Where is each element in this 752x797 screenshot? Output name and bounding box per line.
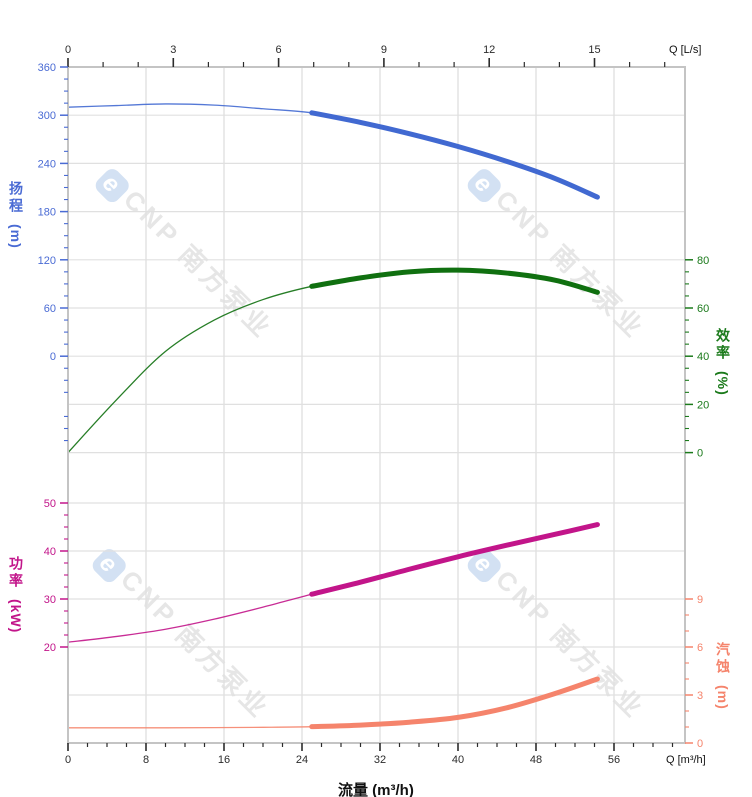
svg-text:0: 0	[697, 738, 703, 750]
svg-text:20: 20	[697, 399, 709, 411]
power-axis-title: 功率(kW)	[8, 556, 24, 634]
svg-text:300: 300	[38, 110, 56, 122]
svg-text:12: 12	[483, 44, 495, 56]
power-axis: 50 40 30 20	[44, 498, 68, 654]
svg-text:40: 40	[44, 546, 56, 558]
svg-text:9: 9	[381, 44, 387, 56]
svg-text:0: 0	[697, 448, 703, 460]
svg-text:8: 8	[143, 754, 149, 766]
svg-text:56: 56	[608, 754, 620, 766]
svg-text:0: 0	[65, 754, 71, 766]
svg-text:0: 0	[65, 44, 71, 56]
flow-axis-title: 流量 (m³/h)	[338, 782, 414, 797]
svg-text:Q [m³/h]: Q [m³/h]	[666, 754, 706, 766]
npsh-axis-title: 汽蚀(m)	[715, 642, 731, 710]
head-axis: 360 300 240 180 120 60 0	[38, 62, 68, 442]
svg-text:80: 80	[697, 255, 709, 267]
svg-text:24: 24	[296, 754, 308, 766]
power-curve	[67, 522, 600, 643]
svg-text:50: 50	[44, 498, 56, 510]
head-axis-title: 扬程(m)	[8, 181, 24, 249]
svg-text:0: 0	[50, 351, 56, 363]
svg-text:60: 60	[697, 303, 709, 315]
x-axis-bottom: 0 8 16 24 32 40 48 56 Q [m³/h]	[65, 743, 706, 766]
svg-text:Q [L/s]: Q [L/s]	[669, 44, 701, 56]
svg-text:9: 9	[697, 594, 703, 606]
svg-text:20: 20	[44, 642, 56, 654]
svg-text:40: 40	[452, 754, 464, 766]
svg-text:3: 3	[697, 690, 703, 702]
svg-text:3: 3	[170, 44, 176, 56]
svg-text:32: 32	[374, 754, 386, 766]
svg-text:6: 6	[697, 642, 703, 654]
efficiency-axis: 80 60 40 20 0	[685, 255, 709, 460]
svg-text:360: 360	[38, 62, 56, 74]
svg-text:40: 40	[697, 351, 709, 363]
svg-text:240: 240	[38, 158, 56, 170]
efficiency-axis-title: 效率(%)	[715, 328, 731, 396]
npsh-curve	[68, 676, 600, 730]
svg-text:180: 180	[38, 207, 56, 219]
svg-text:15: 15	[588, 44, 600, 56]
svg-text:30: 30	[44, 594, 56, 606]
efficiency-curve	[67, 267, 600, 454]
x-axis-top: 0 3 6 9 12 15 Q [L/s]	[65, 44, 701, 67]
head-curve	[67, 103, 600, 200]
svg-text:48: 48	[530, 754, 542, 766]
svg-text:16: 16	[218, 754, 230, 766]
gridlines	[68, 67, 685, 743]
npsh-axis: 9 6 3 0	[685, 594, 703, 750]
svg-text:6: 6	[276, 44, 282, 56]
svg-text:60: 60	[44, 303, 56, 315]
svg-text:120: 120	[38, 255, 56, 267]
